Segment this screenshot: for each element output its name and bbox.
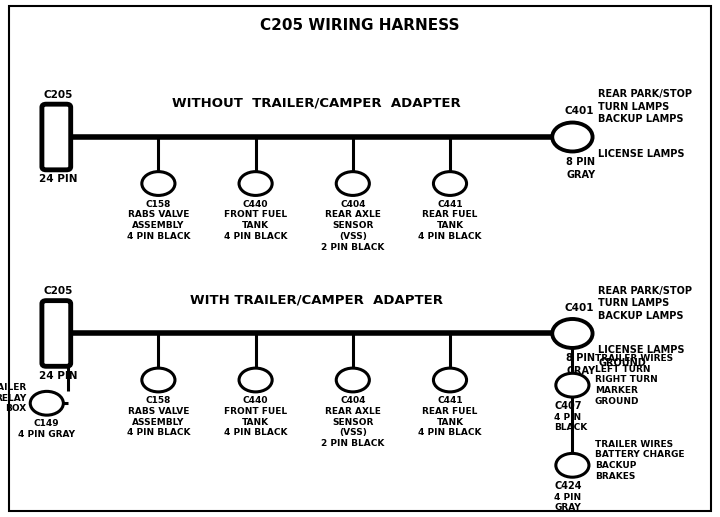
- Text: GRAY: GRAY: [567, 170, 595, 179]
- Text: GRAY: GRAY: [567, 366, 595, 376]
- Text: 4 PIN
GRAY: 4 PIN GRAY: [554, 493, 582, 512]
- Text: LICENSE LAMPS: LICENSE LAMPS: [598, 345, 685, 355]
- Circle shape: [142, 172, 175, 195]
- FancyBboxPatch shape: [42, 301, 71, 366]
- Text: TRAILER WIRES
BATTERY CHARGE
BACKUP
BRAKES: TRAILER WIRES BATTERY CHARGE BACKUP BRAK…: [595, 439, 684, 481]
- Text: WITHOUT  TRAILER/CAMPER  ADAPTER: WITHOUT TRAILER/CAMPER ADAPTER: [172, 97, 462, 110]
- Text: REAR PARK/STOP
TURN LAMPS
BACKUP LAMPS: REAR PARK/STOP TURN LAMPS BACKUP LAMPS: [598, 89, 693, 124]
- Text: TRAILER WIRES
LEFT TURN
RIGHT TURN
MARKER
GROUND: TRAILER WIRES LEFT TURN RIGHT TURN MARKE…: [595, 354, 673, 406]
- Text: C404
REAR AXLE
SENSOR
(VSS)
2 PIN BLACK: C404 REAR AXLE SENSOR (VSS) 2 PIN BLACK: [321, 200, 384, 252]
- Circle shape: [556, 453, 589, 477]
- Text: REAR PARK/STOP
TURN LAMPS
BACKUP LAMPS: REAR PARK/STOP TURN LAMPS BACKUP LAMPS: [598, 286, 693, 321]
- Text: C440
FRONT FUEL
TANK
4 PIN BLACK: C440 FRONT FUEL TANK 4 PIN BLACK: [224, 396, 287, 437]
- Circle shape: [433, 172, 467, 195]
- Text: 4 PIN
BLACK: 4 PIN BLACK: [554, 413, 588, 432]
- Text: C205: C205: [44, 286, 73, 296]
- Text: C441
REAR FUEL
TANK
4 PIN BLACK: C441 REAR FUEL TANK 4 PIN BLACK: [418, 200, 482, 241]
- Text: 24 PIN: 24 PIN: [39, 371, 78, 381]
- Circle shape: [336, 172, 369, 195]
- Text: C205 WIRING HARNESS: C205 WIRING HARNESS: [260, 18, 460, 33]
- Circle shape: [336, 368, 369, 392]
- Text: C424: C424: [554, 481, 582, 491]
- Text: GROUND: GROUND: [598, 358, 646, 368]
- FancyBboxPatch shape: [42, 104, 71, 170]
- Text: C158
RABS VALVE
ASSEMBLY
4 PIN BLACK: C158 RABS VALVE ASSEMBLY 4 PIN BLACK: [127, 396, 190, 437]
- Text: C440
FRONT FUEL
TANK
4 PIN BLACK: C440 FRONT FUEL TANK 4 PIN BLACK: [224, 200, 287, 241]
- Text: TRAILER
RELAY
BOX: TRAILER RELAY BOX: [0, 383, 27, 413]
- Text: 8 PIN: 8 PIN: [567, 157, 595, 166]
- Text: C401: C401: [564, 107, 594, 116]
- Text: WITH TRAILER/CAMPER  ADAPTER: WITH TRAILER/CAMPER ADAPTER: [190, 293, 444, 307]
- Circle shape: [552, 319, 593, 348]
- Circle shape: [142, 368, 175, 392]
- Text: C149
4 PIN GRAY: C149 4 PIN GRAY: [18, 419, 76, 439]
- Circle shape: [433, 368, 467, 392]
- Text: C404
REAR AXLE
SENSOR
(VSS)
2 PIN BLACK: C404 REAR AXLE SENSOR (VSS) 2 PIN BLACK: [321, 396, 384, 448]
- Circle shape: [556, 373, 589, 397]
- Text: C158
RABS VALVE
ASSEMBLY
4 PIN BLACK: C158 RABS VALVE ASSEMBLY 4 PIN BLACK: [127, 200, 190, 241]
- Circle shape: [552, 123, 593, 151]
- Text: C401: C401: [564, 303, 594, 313]
- Text: LICENSE LAMPS: LICENSE LAMPS: [598, 149, 685, 159]
- Text: C441
REAR FUEL
TANK
4 PIN BLACK: C441 REAR FUEL TANK 4 PIN BLACK: [418, 396, 482, 437]
- Text: 8 PIN: 8 PIN: [567, 353, 595, 363]
- Text: C205: C205: [44, 89, 73, 99]
- Text: C407: C407: [554, 401, 582, 411]
- Circle shape: [239, 172, 272, 195]
- Text: 24 PIN: 24 PIN: [39, 175, 78, 185]
- Circle shape: [239, 368, 272, 392]
- Circle shape: [30, 391, 63, 415]
